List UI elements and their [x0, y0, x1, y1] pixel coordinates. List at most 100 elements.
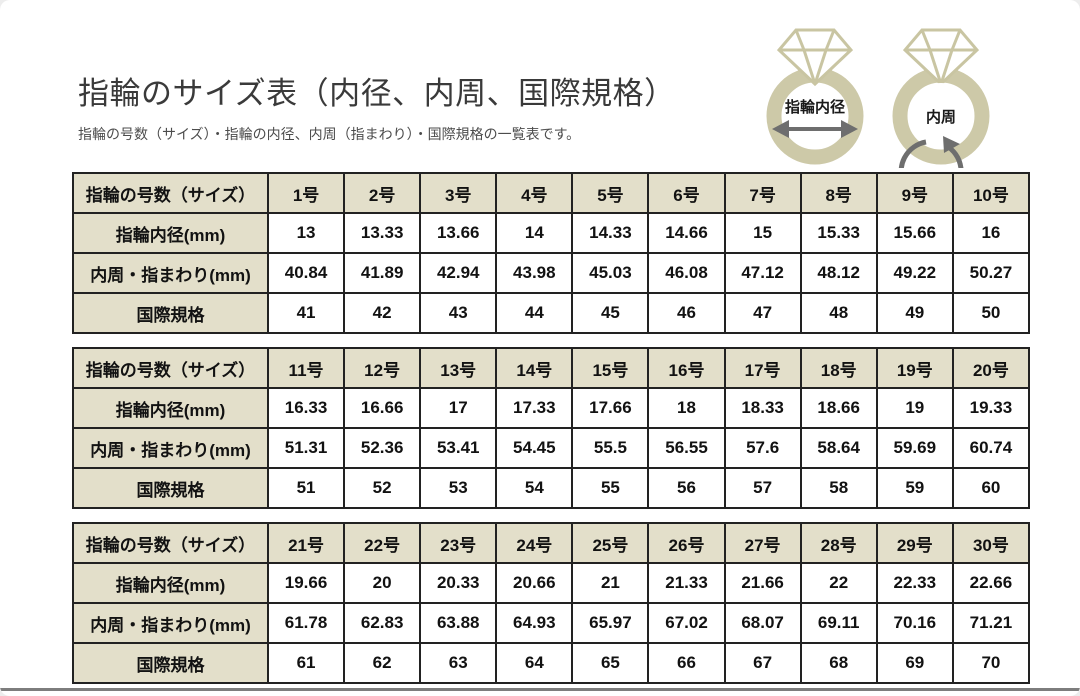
- value-cell: 16.66: [343, 387, 422, 429]
- value-cell: 19.66: [266, 562, 346, 604]
- value-cell: 17.33: [495, 387, 574, 429]
- circumference-row: 内周・指まわり(mm) 61.78 62.83 63.88 64.93 65.97 67.0…: [72, 602, 1031, 644]
- value-cell: 50: [951, 292, 1031, 334]
- row-label-cell: 指輪内径(mm): [72, 387, 269, 429]
- size-header-cell: 19号: [875, 347, 954, 389]
- value-cell: 49.22: [875, 252, 954, 294]
- value-cell: 22.66: [951, 562, 1031, 604]
- size-row: 指輪の号数（サイズ） 21号 22号 23号 24号 25号 26号 27号 28号 29号 30号: [72, 522, 1031, 564]
- value-cell: 64: [495, 642, 574, 684]
- page-subtitle: 指輪の号数（サイズ）・指輪の内径、内周（指まわり）・国際規格の一覧表です。: [78, 126, 581, 142]
- value-cell: 62: [343, 642, 422, 684]
- row-label-cell: 国際規格: [72, 467, 269, 509]
- value-cell: 19.33: [951, 387, 1031, 429]
- value-cell: 61.78: [266, 602, 346, 644]
- value-cell: 44: [495, 292, 574, 334]
- value-cell: 42.94: [419, 252, 498, 294]
- value-cell: 21.66: [723, 562, 802, 604]
- circular-arrow-icon: [898, 136, 964, 168]
- value-cell: 47.12: [723, 252, 802, 294]
- size-header-cell: 27号: [723, 522, 802, 564]
- value-cell: 69.11: [799, 602, 878, 644]
- value-cell: 55.5: [571, 427, 650, 469]
- size-header-cell: 24号: [495, 522, 574, 564]
- value-cell: 43.98: [495, 252, 574, 294]
- value-cell: 22.33: [875, 562, 954, 604]
- ring-illustrations: 指輪内径 内周: [752, 12, 1004, 168]
- value-cell: 51.31: [266, 427, 346, 469]
- value-cell: 48: [799, 292, 878, 334]
- value-cell: 67.02: [647, 602, 726, 644]
- value-cell: 66: [647, 642, 726, 684]
- value-cell: 52: [343, 467, 422, 509]
- row-label-cell: 指輪内径(mm): [72, 562, 269, 604]
- ring-circumference-icon: 内周: [892, 28, 990, 168]
- value-cell: 40.84: [266, 252, 346, 294]
- value-cell: 56: [647, 467, 726, 509]
- value-cell: 53: [419, 467, 498, 509]
- size-header-cell: 29号: [875, 522, 954, 564]
- value-cell: 21.33: [647, 562, 726, 604]
- value-cell: 13.33: [343, 212, 422, 254]
- size-header-cell: 9号: [875, 172, 954, 214]
- row-label-cell: 国際規格: [72, 292, 269, 334]
- circumference-label: 内周: [926, 108, 956, 126]
- value-cell: 49: [875, 292, 954, 334]
- value-cell: 54: [495, 467, 574, 509]
- international-standard-row: 国際規格 41 42 43 44 45 46 47 48 49 50: [72, 292, 1031, 334]
- value-cell: 14.66: [647, 212, 726, 254]
- size-tables: 指輪の号数（サイズ） 1号 2号 3号 4号 5号 6号 7号 8号 9号 10号 指輪内径(mm) 1…: [72, 172, 1031, 684]
- value-cell: 15.66: [875, 212, 954, 254]
- value-cell: 69: [875, 642, 954, 684]
- value-cell: 46.08: [647, 252, 726, 294]
- inner-diameter-label: 指輪内径: [785, 98, 845, 116]
- value-cell: 45: [571, 292, 650, 334]
- value-cell: 18.66: [799, 387, 878, 429]
- value-cell: 55: [571, 467, 650, 509]
- value-cell: 14: [495, 212, 574, 254]
- size-header-cell: 13号: [419, 347, 498, 389]
- value-cell: 18.33: [723, 387, 802, 429]
- international-standard-row: 国際規格 61 62 63 64 65 66 67 68 69 70: [72, 642, 1031, 684]
- value-cell: 41: [266, 292, 346, 334]
- value-cell: 42: [343, 292, 422, 334]
- size-header-cell: 26号: [647, 522, 726, 564]
- value-cell: 13.66: [419, 212, 498, 254]
- row-label-cell: 指輪の号数（サイズ）: [72, 172, 269, 214]
- size-header-cell: 5号: [571, 172, 650, 214]
- row-label-cell: 内周・指まわり(mm): [72, 602, 269, 644]
- value-cell: 63.88: [419, 602, 498, 644]
- value-cell: 50.27: [951, 252, 1031, 294]
- size-header-cell: 10号: [951, 172, 1031, 214]
- size-row: 指輪の号数（サイズ） 11号 12号 13号 14号 15号 16号 17号 18号 19号 20号: [72, 347, 1031, 389]
- size-row: 指輪の号数（サイズ） 1号 2号 3号 4号 5号 6号 7号 8号 9号 10号: [72, 172, 1031, 214]
- value-cell: 58: [799, 467, 878, 509]
- size-header-cell: 14号: [495, 347, 574, 389]
- ring-band: [766, 67, 864, 165]
- value-cell: 51: [266, 467, 346, 509]
- size-header-cell: 22号: [343, 522, 422, 564]
- size-header-cell: 8号: [799, 172, 878, 214]
- value-cell: 70.16: [875, 602, 954, 644]
- value-cell: 54.45: [495, 427, 574, 469]
- value-cell: 65.97: [571, 602, 650, 644]
- value-cell: 18: [647, 387, 726, 429]
- size-header-cell: 17号: [723, 347, 802, 389]
- inner-diameter-row: 指輪内径(mm) 13 13.33 13.66 14 14.33 14.66 15 15.33 1…: [72, 212, 1031, 254]
- value-cell: 52.36: [343, 427, 422, 469]
- value-cell: 17: [419, 387, 498, 429]
- double-arrow-icon: [772, 120, 858, 138]
- value-cell: 16.33: [266, 387, 346, 429]
- value-cell: 46: [647, 292, 726, 334]
- international-standard-row: 国際規格 51 52 53 54 55 56 57 58 59 60: [72, 467, 1031, 509]
- value-cell: 43: [419, 292, 498, 334]
- value-cell: 41.89: [343, 252, 422, 294]
- ring-size-table-3: 指輪の号数（サイズ） 21号 22号 23号 24号 25号 26号 27号 28号 29号 30号…: [72, 522, 1031, 684]
- size-header-cell: 3号: [419, 172, 498, 214]
- size-header-cell: 21号: [266, 522, 346, 564]
- row-label-cell: 内周・指まわり(mm): [72, 427, 269, 469]
- size-header-cell: 2号: [343, 172, 422, 214]
- value-cell: 48.12: [799, 252, 878, 294]
- diamond-icon: [902, 28, 980, 87]
